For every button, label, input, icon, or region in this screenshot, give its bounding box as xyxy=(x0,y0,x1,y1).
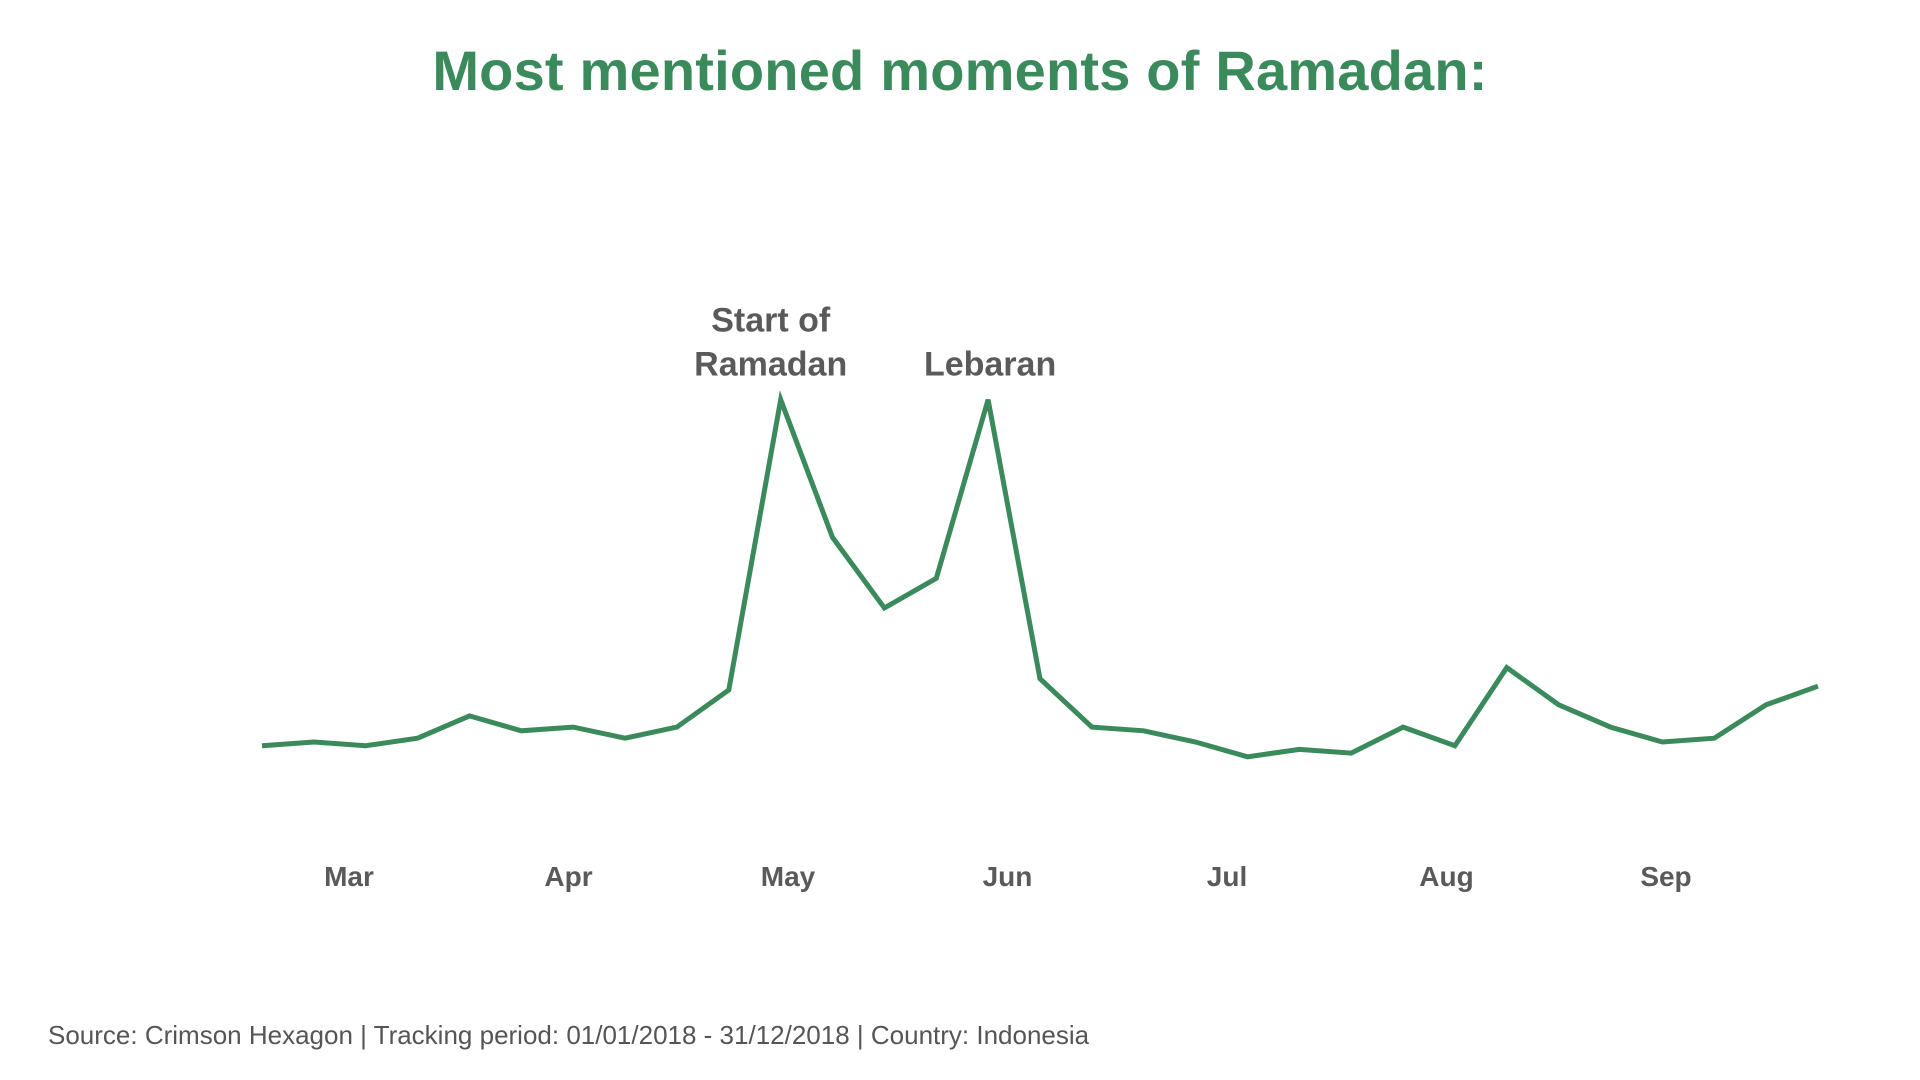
data-point xyxy=(1815,683,1821,689)
source-note: Source: Crimson Hexagon | Tracking perio… xyxy=(48,1020,1090,1050)
series-group xyxy=(259,390,1821,760)
data-point xyxy=(1400,724,1406,730)
data-point xyxy=(1504,665,1510,671)
data-point xyxy=(778,397,784,403)
annotations: Start of Ramadan Lebaran xyxy=(694,302,1056,384)
peak-annotation: Start of xyxy=(711,302,831,340)
data-point xyxy=(1763,702,1769,708)
peak-annotation: Lebaran xyxy=(924,346,1056,384)
data-point xyxy=(985,397,991,403)
x-tick-label: Jul xyxy=(1207,861,1247,892)
data-point xyxy=(467,713,473,719)
x-tick-label: Jun xyxy=(983,861,1033,892)
data-point xyxy=(1037,676,1043,682)
data-point xyxy=(933,575,939,581)
x-tick-label: Sep xyxy=(1640,861,1691,892)
x-tick-label: May xyxy=(761,861,816,892)
data-point xyxy=(622,735,628,741)
data-point xyxy=(363,743,369,749)
data-point xyxy=(415,735,421,741)
data-point xyxy=(1296,746,1302,752)
data-point xyxy=(1556,702,1562,708)
data-point xyxy=(1608,724,1614,730)
x-tick-label: Apr xyxy=(544,861,592,892)
x-tick-label: Aug xyxy=(1419,861,1473,892)
series-line xyxy=(261,390,1819,760)
data-point xyxy=(311,739,317,745)
data-point xyxy=(259,743,265,749)
data-point xyxy=(1711,735,1717,741)
data-point xyxy=(1348,750,1354,756)
data-point xyxy=(1141,728,1147,734)
data-point xyxy=(518,728,524,734)
data-point xyxy=(1659,739,1665,745)
data-point xyxy=(674,724,680,730)
data-point xyxy=(1193,739,1199,745)
data-point xyxy=(1245,754,1251,760)
data-point xyxy=(881,605,887,611)
chart-title: Most mentioned moments of Ramadan: xyxy=(432,39,1488,102)
data-point xyxy=(1452,743,1458,749)
data-point xyxy=(1089,724,1095,730)
x-tick-label: Mar xyxy=(324,861,374,892)
data-point xyxy=(726,687,732,693)
data-point xyxy=(830,534,836,540)
peak-annotation: Ramadan xyxy=(694,346,847,384)
data-point xyxy=(570,724,576,730)
x-axis-ticks: Mar Apr May Jun Jul Aug Sep xyxy=(324,861,1692,892)
